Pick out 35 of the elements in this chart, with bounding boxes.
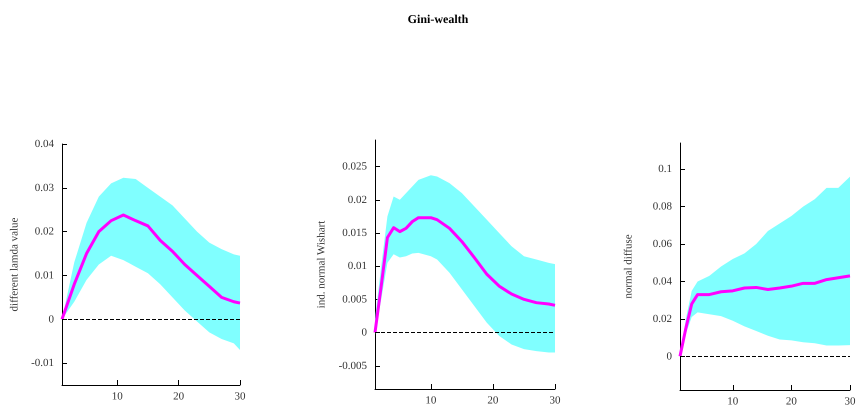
y-tick-label: 0.03	[34, 182, 54, 194]
x-tick-label: 20	[487, 394, 499, 406]
x-tick-label: 10	[112, 390, 124, 402]
y-tick-label: 0.01	[34, 269, 54, 282]
y-axis-title: different lamda value	[8, 217, 20, 312]
y-tick-label: -0.005	[338, 360, 368, 372]
y-tick-label: 0	[362, 326, 368, 339]
y-axis-title: ind. normal Wishart	[316, 220, 328, 308]
y-tick-label: 0.04	[34, 138, 54, 150]
y-tick-label: 0.08	[652, 200, 672, 213]
x-tick-label: 10	[727, 396, 739, 408]
y-tick-label: 0.015	[342, 226, 368, 239]
y-tick-label: 0.005	[342, 293, 368, 306]
x-tick-label: 30	[844, 396, 856, 408]
x-tick-label: 20	[786, 396, 798, 408]
y-tick-label: 0	[666, 350, 672, 362]
y-tick-label: 0.02	[652, 312, 672, 325]
line-series	[374, 216, 556, 334]
y-tick-label: 0.02	[34, 226, 54, 238]
line-series	[678, 274, 852, 358]
y-tick-label: 0	[48, 313, 54, 326]
y-tick-label: 0.02	[348, 194, 367, 206]
line-series	[60, 213, 242, 321]
x-tick-label: 30	[550, 394, 561, 406]
y-axis-title: normal diffuse	[622, 234, 634, 299]
y-tick-label: 0.025	[342, 160, 368, 173]
y-tick-label: 0.1	[658, 163, 672, 176]
y-tick-label: 0.01	[348, 260, 367, 272]
x-tick-label: 10	[425, 394, 437, 406]
y-tick-label: -0.01	[31, 357, 54, 370]
y-tick-label: 0.04	[652, 275, 672, 288]
y-tick-label: 0.06	[652, 238, 672, 250]
x-tick-label: 20	[173, 390, 185, 402]
x-tick-label: 30	[234, 390, 246, 402]
chart-title: Gini-wealth	[408, 12, 469, 26]
